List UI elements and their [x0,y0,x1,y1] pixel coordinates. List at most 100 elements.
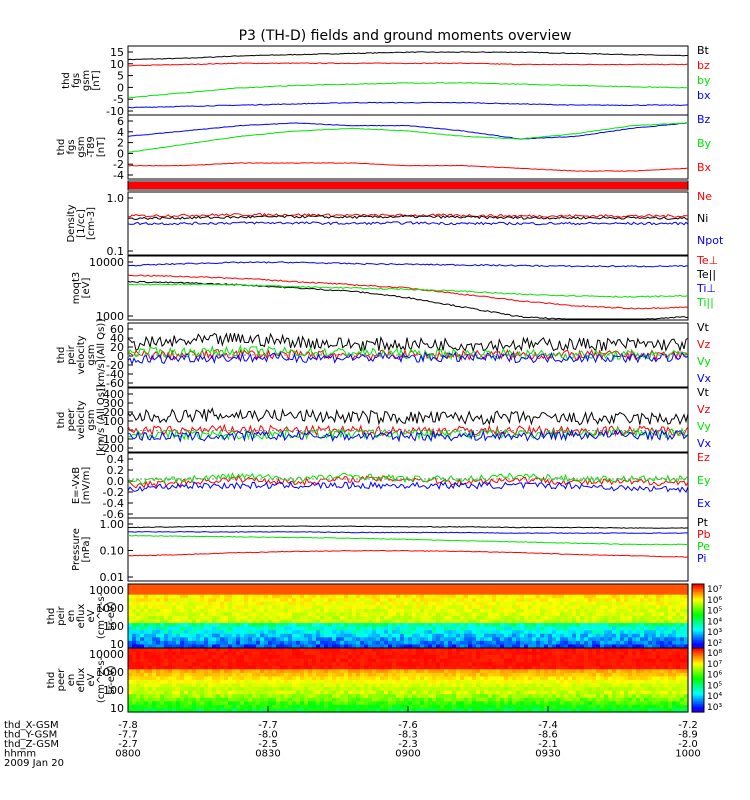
heatmap-cell [360,697,365,702]
heatmap-cell [508,687,513,692]
heatmap-cell [352,648,357,653]
heatmap-cell [524,701,529,706]
heatmap-cell [132,616,137,621]
heatmap-cell [556,669,561,674]
heatmap-cell [256,694,261,699]
heatmap-cell [156,669,161,674]
heatmap-cell [640,644,645,649]
heatmap-cell [440,626,445,631]
heatmap-cell [220,612,225,617]
heatmap-cell [652,594,657,599]
heatmap-cell [316,683,321,688]
heatmap-cell [604,612,609,617]
heatmap-cell [256,676,261,681]
heatmap-cell [600,587,605,592]
heatmap-cell [568,640,573,646]
ylabel-line: sr-eV) [106,665,117,694]
heatmap-cell [156,605,161,610]
heatmap-cell [616,619,621,624]
heatmap-cell [592,623,597,628]
heatmap-cell [596,683,601,688]
heatmap-cell [184,637,189,642]
heatmap-cell [300,694,305,699]
heatmap-cell [432,690,437,695]
heatmap-cell [472,662,477,667]
heatmap-cell [200,694,205,699]
heatmap-cell [508,644,513,649]
heatmap-cell [632,584,637,589]
heatmap-cell [264,694,269,699]
heatmap-cell [544,601,549,606]
heatmap-cell [280,630,285,635]
heatmap-cell [576,608,581,614]
heatmap-cell [384,651,389,656]
heatmap-cell [176,630,181,635]
heatmap-cell [496,676,501,681]
heatmap-cell [380,676,385,681]
heatmap-cell [168,626,173,631]
heatmap-cell [216,665,221,670]
heatmap-cell [136,665,141,670]
heatmap-cell [460,637,465,642]
heatmap-cell [492,633,497,638]
heatmap-cell [484,630,489,635]
heatmap-cell [380,584,385,589]
heatmap-cell [572,612,577,617]
heatmap-cell [592,662,597,667]
heatmap-cell [532,584,537,589]
heatmap-cell [332,601,337,606]
heatmap-cell [672,676,677,681]
heatmap-cell [148,676,153,681]
heatmap-cell [384,591,389,596]
heatmap-cell [640,594,645,599]
heatmap-cell [548,619,553,624]
heatmap-cell [684,676,689,681]
heatmap-cell [608,612,613,617]
heatmap-cell [404,694,409,699]
heatmap-cell [672,644,677,649]
heatmap-cell [208,651,213,656]
heatmap-cell [636,644,641,649]
heatmap-cell [560,665,565,670]
heatmap-cell [324,648,329,653]
heatmap-cell [608,598,613,603]
heatmap-cell [144,672,149,678]
heatmap-cell [236,601,241,606]
heatmap-cell [264,672,269,678]
heatmap-cell [156,676,161,681]
heatmap-cell [504,658,509,663]
heatmap-cell [128,658,133,663]
heatmap-cell [556,637,561,642]
heatmap-cell [140,605,145,610]
heatmap-cell [652,626,657,631]
heatmap-cell [356,665,361,670]
heatmap-cell [268,655,273,660]
heatmap-cell [620,662,625,667]
heatmap-cell [528,623,533,628]
heatmap-cell [388,690,393,695]
heatmap-cell [516,697,521,702]
heatmap-cell [224,662,229,667]
heatmap-cell [228,655,233,660]
heatmap-cell [248,591,253,596]
heatmap-cell [524,587,529,592]
heatmap-cell [600,626,605,631]
heatmap-cell [656,594,661,599]
series-line-Pi [127,530,689,534]
heatmap-cell [644,584,649,589]
heatmap-cell [568,619,573,624]
heatmap-cell [544,630,549,635]
heatmap-cell [512,648,517,653]
heatmap-cell [372,680,377,685]
heatmap-cell [536,648,541,653]
heatmap-cell [604,687,609,692]
heatmap-cell [484,662,489,667]
heatmap-cell [280,616,285,621]
heatmap-cell [560,697,565,702]
heatmap-cell [420,626,425,631]
heatmap-cell [188,690,193,695]
heatmap-cell [520,651,525,656]
heatmap-cell [644,690,649,695]
heatmap-cell [660,648,665,653]
heatmap-cell [196,608,201,614]
